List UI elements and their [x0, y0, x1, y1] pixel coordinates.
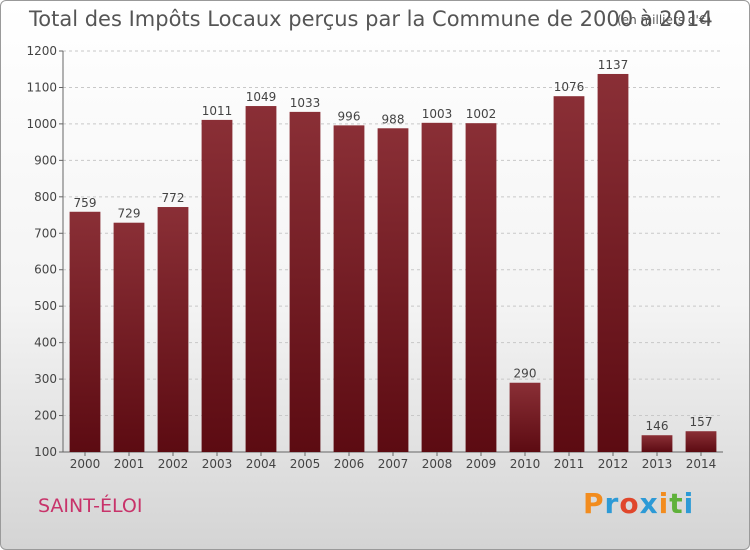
bar	[509, 382, 541, 452]
bar-value-label: 1033	[290, 96, 321, 110]
bars	[69, 73, 717, 453]
y-tick-label: 300	[34, 372, 57, 386]
y-tick-label: 500	[34, 299, 57, 313]
y-tick-label: 1000	[26, 117, 57, 131]
y-tick-label: 700	[34, 226, 57, 240]
y-tick-label: 900	[34, 153, 57, 167]
bar-value-label: 759	[74, 196, 97, 210]
x-tick-label: 2006	[334, 457, 365, 471]
bar	[289, 111, 321, 452]
x-tick-label: 2004	[246, 457, 277, 471]
bar-value-label: 1011	[202, 104, 233, 118]
x-tick-label: 2003	[202, 457, 233, 471]
bar-value-label: 772	[162, 191, 185, 205]
x-tick-label: 2000	[70, 457, 101, 471]
bar	[69, 211, 101, 452]
bar	[157, 207, 189, 452]
bar	[245, 106, 277, 453]
labels: 100 200 300 400 500 600 700 800 900 1000 1100 1200 7…	[26, 44, 716, 471]
bar-value-label: 1137	[598, 58, 629, 72]
bar-value-label: 157	[690, 415, 713, 429]
bar	[685, 431, 717, 452]
x-tick-label: 2009	[466, 457, 497, 471]
x-tick-label: 2001	[114, 457, 145, 471]
bar-value-label: 996	[338, 109, 361, 123]
y-tick-label: 400	[34, 336, 57, 350]
bar-value-label: 729	[118, 207, 141, 221]
x-tick-label: 2007	[378, 457, 409, 471]
x-tick-label: 2010	[510, 457, 541, 471]
bar-value-label: 290	[514, 367, 537, 381]
proxiti-logo[interactable]: Proxiti	[583, 487, 695, 520]
bar-value-label: 1003	[422, 107, 453, 121]
bar-value-label: 146	[646, 419, 669, 433]
y-tick-label: 800	[34, 190, 57, 204]
bar	[377, 128, 409, 452]
y-tick-label: 1100	[26, 80, 57, 94]
bar	[465, 123, 497, 453]
x-tick-label: 2014	[686, 457, 717, 471]
commune-name: SAINT-ÉLOI	[38, 495, 143, 517]
x-tick-label: 2008	[422, 457, 453, 471]
chart-title: Total des Impôts Locaux perçus par la Co…	[29, 7, 713, 31]
bar	[113, 222, 145, 452]
bar-value-label: 1076	[554, 80, 585, 94]
bar-value-label: 1002	[466, 107, 497, 121]
bar	[333, 125, 365, 452]
bar-value-label: 1049	[246, 90, 277, 104]
x-tick-label: 2005	[290, 457, 321, 471]
y-tick-label: 600	[34, 263, 57, 277]
bar	[421, 122, 453, 452]
y-tick-label: 100	[34, 445, 57, 459]
x-tick-label: 2013	[642, 457, 673, 471]
bar	[201, 119, 233, 452]
y-tick-label: 200	[34, 409, 57, 423]
chart-unit: (en milliers d'€)	[617, 13, 712, 27]
x-tick-label: 2011	[554, 457, 585, 471]
x-tick-label: 2012	[598, 457, 629, 471]
bar	[641, 435, 673, 452]
x-tick-label: 2002	[158, 457, 189, 471]
bar-value-label: 988	[382, 112, 405, 126]
y-tick-label: 1200	[26, 44, 57, 58]
bar	[597, 73, 629, 452]
bar	[553, 96, 585, 452]
